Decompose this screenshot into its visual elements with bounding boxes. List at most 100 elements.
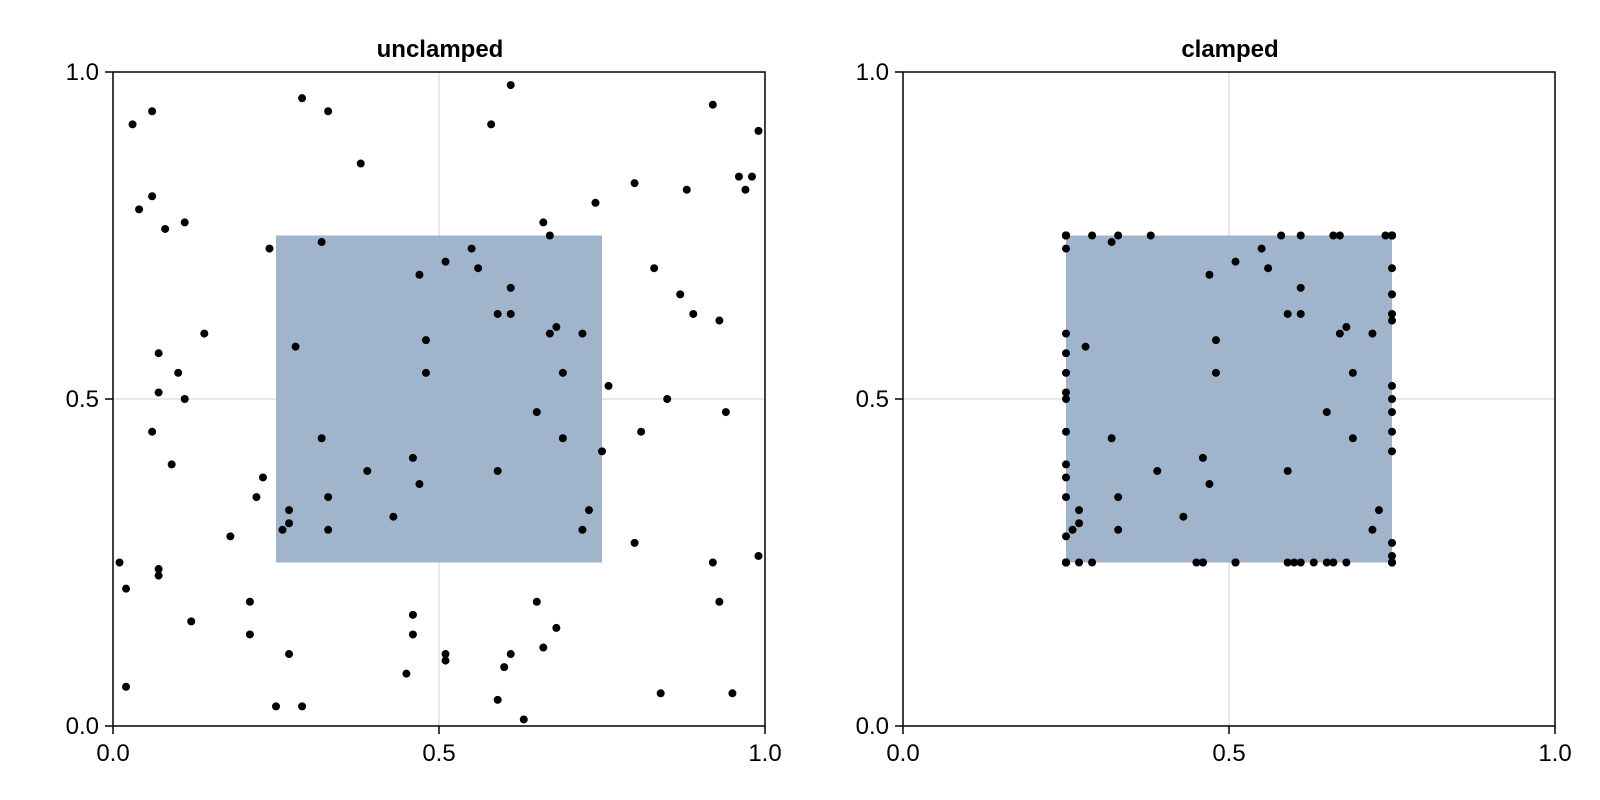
scatter-point: [1342, 323, 1351, 332]
scatter-point: [493, 466, 502, 475]
scatter-point: [252, 493, 261, 502]
scatter-point: [415, 270, 424, 279]
scatter-point: [754, 551, 763, 560]
scatter-point: [1146, 231, 1155, 240]
scatter-point: [1153, 466, 1162, 475]
scatter-point: [1198, 453, 1207, 462]
scatter-point: [1062, 231, 1070, 240]
scatter-point: [487, 120, 496, 129]
scatter-point: [363, 466, 372, 475]
scatter-point: [1388, 395, 1396, 403]
scatter-point: [174, 368, 183, 377]
scatter-point: [630, 538, 639, 547]
scatter-point: [1388, 231, 1396, 240]
scatter-point: [1062, 329, 1070, 338]
scatter-point: [148, 427, 157, 436]
scatter-point: [421, 336, 430, 345]
scatter-point: [1205, 480, 1214, 489]
scatter-point: [1296, 231, 1305, 240]
scatter-point: [148, 192, 157, 201]
scatter-point: [1062, 368, 1070, 377]
y-tick-label: 1.0: [66, 59, 99, 86]
scatter-point: [721, 408, 730, 417]
scatter-point: [604, 381, 613, 390]
scatter-point: [689, 309, 698, 318]
y-tick-label: 1.0: [856, 59, 889, 86]
scatter-point: [421, 368, 430, 377]
scatter-point: [441, 656, 450, 665]
scatter-point: [1088, 231, 1097, 240]
scatter-point: [1075, 558, 1084, 567]
scatter-point: [1062, 395, 1070, 403]
scatter-point: [747, 172, 756, 181]
scatter-point: [1205, 270, 1214, 279]
scatter-point: [519, 715, 528, 724]
scatter-point: [161, 224, 170, 233]
scatter-point: [1283, 558, 1292, 567]
scatter-point: [1368, 329, 1377, 338]
scatter-point: [1068, 525, 1077, 534]
scatter-point: [493, 309, 502, 318]
y-tick-label: 0.0: [66, 713, 99, 740]
unclamped-panel: unclamped 0.0 0.5 1.0 0.0 0.5 1.0: [66, 36, 782, 767]
scatter-point: [258, 473, 267, 482]
scatter-point: [1231, 257, 1240, 266]
scatter-point: [265, 244, 274, 253]
scatter-point: [167, 460, 176, 469]
scatter-point: [128, 120, 137, 129]
scatter-point: [1081, 342, 1090, 351]
scatter-point: [1257, 244, 1266, 253]
scatter-point: [552, 623, 561, 632]
scatter-point: [467, 244, 476, 253]
scatter-point: [715, 597, 724, 606]
scatter-point: [1388, 408, 1396, 417]
scatter-point: [324, 107, 333, 116]
scatter-point: [1322, 558, 1331, 567]
panel-title: clamped: [1181, 36, 1278, 63]
scatter-point: [578, 329, 587, 338]
scatter-point: [1114, 231, 1123, 240]
scatter-point: [1062, 532, 1070, 541]
scatter-point: [532, 408, 541, 417]
scatter-point: [1388, 447, 1396, 456]
scatter-point: [506, 309, 515, 318]
scatter-point: [1075, 519, 1084, 528]
scatter-point: [1388, 309, 1396, 318]
scatter-point: [1388, 427, 1396, 436]
scatter-point: [1114, 525, 1123, 534]
x-tick-label: 1.0: [1538, 740, 1571, 767]
scatter-point: [1368, 525, 1377, 534]
clamped-panel: clamped 0.0 0.5 1.0 0.0 0.5 1.0: [856, 36, 1572, 767]
scatter-point: [1283, 466, 1292, 475]
scatter-point: [545, 231, 554, 240]
scatter-point: [506, 650, 515, 659]
scatter-point: [1062, 558, 1070, 567]
scatter-point: [663, 395, 672, 403]
scatter-point: [1329, 231, 1338, 240]
scatter-point: [1296, 558, 1305, 567]
scatter-point: [1335, 231, 1344, 240]
scatter-point: [245, 630, 254, 639]
scatter-point: [1198, 558, 1207, 567]
scatter-point: [441, 257, 450, 266]
scatter-point: [187, 617, 196, 626]
scatter-point: [180, 395, 189, 403]
scatter-point: [754, 126, 763, 135]
scatter-point: [1062, 473, 1070, 482]
scatter-point: [285, 519, 294, 528]
scatter-point: [1075, 506, 1084, 515]
scatter-point: [578, 525, 587, 534]
scatter-point: [734, 172, 743, 181]
scatter-point: [1114, 493, 1123, 502]
scatter-point: [1296, 283, 1305, 292]
scatter-point: [200, 329, 209, 338]
scatter-point: [1388, 381, 1396, 390]
scatter-point: [1062, 460, 1070, 469]
scatter-point: [1388, 290, 1396, 299]
scatter-point: [506, 81, 515, 90]
scatter-point: [637, 427, 646, 436]
scatter-point: [285, 650, 294, 659]
scatter-point: [356, 159, 365, 168]
scatter-point: [1107, 434, 1116, 443]
